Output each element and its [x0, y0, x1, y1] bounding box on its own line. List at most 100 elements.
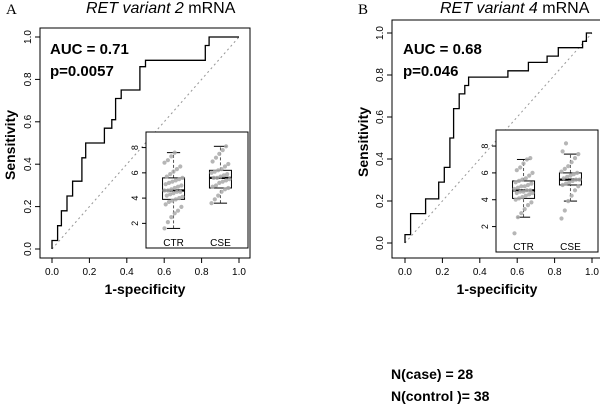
inset-data-point-a — [169, 215, 174, 220]
inset-data-point-b — [576, 184, 581, 189]
inset-data-point-a — [171, 191, 176, 196]
inset-data-point-a — [168, 192, 173, 197]
y-tick-label-a: 0.6 — [23, 114, 34, 128]
inset-data-point-a — [166, 180, 172, 185]
inset-data-point-b — [565, 174, 570, 179]
inset-data-point-b — [523, 193, 528, 198]
inset-data-point-a — [173, 197, 178, 202]
x-tick-label-b: 0.4 — [473, 267, 487, 278]
inset-data-point-a — [173, 178, 178, 183]
inset-data-point-b — [570, 178, 575, 183]
inset-y-tick-label-a: 2 — [130, 221, 140, 226]
inset-y-tick-label-b: 2 — [480, 224, 490, 229]
x-axis-label-a: 1-specificity — [105, 281, 186, 297]
inset-data-point-a — [180, 175, 185, 180]
inset-data-point-a — [221, 173, 226, 178]
inset-data-point-a — [172, 185, 177, 191]
inset-data-point-a — [172, 150, 177, 155]
inset-category-label-a: CTR — [163, 238, 184, 249]
x-tick-label-b: 0.6 — [510, 267, 524, 278]
inset-data-point-a — [213, 155, 219, 160]
inset-data-point-a — [210, 159, 215, 164]
inset-data-point-b — [529, 181, 534, 186]
y-tick-label-b: 1.0 — [375, 26, 386, 40]
panel-letter-a: A — [6, 2, 17, 18]
inset-data-point-b — [567, 180, 572, 185]
plot-frame-a — [39, 27, 251, 259]
inset-y-tick-label-a: 8 — [130, 145, 140, 150]
inset-data-point-a — [219, 167, 224, 172]
inset-data-point-a — [224, 178, 229, 183]
inset-data-point-a — [216, 193, 221, 198]
inset-data-point-a — [174, 167, 179, 172]
inset-data-point-b — [518, 189, 523, 194]
inset-y-tick-label-b: 8 — [480, 144, 490, 149]
inset-data-point-a — [226, 161, 231, 167]
inset-data-point-a — [210, 184, 215, 189]
inset-data-point-a — [226, 185, 231, 191]
inset-data-point-a — [179, 204, 184, 209]
inset-data-point-a — [215, 175, 220, 180]
x-tick-label-a: 1.0 — [232, 267, 246, 278]
inset-data-point-b — [572, 156, 578, 161]
inset-y-tick-label-a: 6 — [130, 170, 140, 175]
panel-title-b: RET variant 4 mRNA — [440, 0, 589, 18]
inset-data-point-b — [512, 231, 517, 236]
inset-data-point-b — [562, 208, 567, 213]
inset-data-point-b — [520, 177, 525, 182]
inset-data-point-a — [171, 169, 176, 174]
inset-data-point-b — [524, 188, 530, 193]
inset-data-point-b — [575, 170, 580, 175]
inset-data-point-a — [163, 182, 168, 187]
sample-size-notes: N(case) = 28 N(control )= 38 — [391, 363, 489, 407]
panel-title-a-gene: RET variant 2 — [86, 0, 184, 17]
inset-data-point-a — [164, 174, 169, 179]
inset-data-point-b — [514, 168, 519, 173]
inset-data-point-b — [561, 176, 566, 181]
inset-data-point-a — [222, 164, 228, 169]
y-tick-label-b: 0.6 — [375, 110, 386, 124]
p-value-label-a: p=0.0057 — [50, 63, 114, 80]
inset-data-point-b — [569, 160, 574, 165]
inset-data-point-b — [529, 200, 534, 205]
panel-title-b-gene: RET variant 4 — [440, 0, 538, 17]
inset-boxplot-b: 2 4 6 8 CTR CSE — [480, 129, 599, 253]
inset-data-point-b — [568, 173, 573, 178]
y-tick-label-a: 0.0 — [23, 242, 34, 256]
inset-data-point-b — [560, 182, 565, 188]
inset-data-point-b — [559, 169, 564, 174]
y-axis-label-a: Sensitivity — [2, 110, 18, 180]
inset-y-tick-label-b: 6 — [480, 170, 490, 175]
inset-data-point-b — [521, 189, 526, 194]
inset-data-point-a — [166, 199, 172, 204]
inset-data-point-b — [514, 190, 519, 196]
inset-data-point-b — [560, 149, 565, 154]
inset-data-point-a — [212, 169, 217, 174]
inset-data-point-b — [524, 157, 530, 162]
y-tick-label-b: 0.2 — [375, 194, 386, 208]
inset-data-point-a — [211, 175, 216, 180]
panel-title-a-rest: mRNA — [183, 0, 236, 17]
inset-data-point-b — [515, 185, 521, 190]
inset-data-point-b — [518, 165, 523, 170]
inset-data-point-b — [577, 177, 582, 182]
n-case-label: N(case) = 28 — [391, 366, 474, 382]
inset-data-point-a — [165, 220, 170, 225]
inset-data-point-a — [222, 187, 228, 192]
inset-data-point-b — [513, 197, 518, 202]
x-tick-label-a: 0.8 — [195, 267, 209, 278]
x-tick-label-a: 0.0 — [45, 267, 59, 278]
auc-label-a: AUC = 0.71 — [50, 41, 129, 58]
x-tick-label-a: 0.4 — [120, 267, 134, 278]
inset-data-point-a — [220, 148, 225, 153]
inset-data-point-a — [213, 183, 219, 188]
inset-category-label-b: CTR — [513, 242, 534, 253]
inset-data-point-b — [516, 196, 522, 201]
inset-data-point-a — [162, 226, 167, 231]
inset-data-point-b — [563, 141, 569, 146]
inset-data-point-a — [209, 170, 214, 175]
inset-data-point-a — [219, 189, 224, 194]
x-tick-label-b: 0.8 — [548, 267, 562, 278]
y-tick-label-b: 0.0 — [375, 236, 386, 250]
x-axis-label-b: 1-specificity — [457, 281, 538, 297]
